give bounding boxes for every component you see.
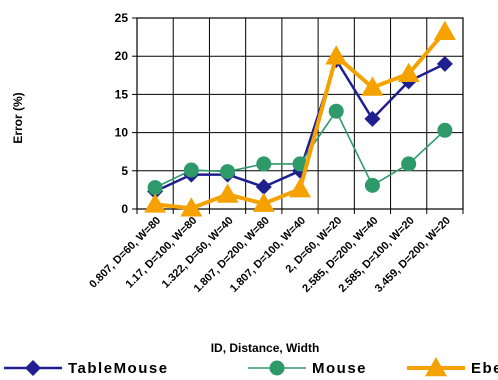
y-axis-ticks: 0 5 10 15 20 25 [115, 11, 137, 216]
legend-label-mouse: Mouse [312, 360, 367, 377]
y-tick-label: 15 [115, 87, 129, 101]
data-point-mouse [437, 122, 453, 138]
legend-item-mouse: Mouse [248, 360, 367, 377]
series-layer [144, 20, 456, 217]
legend-label-ebeam: Ebeam [471, 360, 498, 377]
data-point-ebeam [289, 178, 311, 198]
data-point-mouse [364, 177, 380, 193]
legend: TableMouse Mouse Ebeam [4, 357, 498, 377]
plot-frame [136, 17, 464, 210]
data-point-mouse [220, 164, 236, 180]
data-point-ebeam [397, 62, 420, 83]
data-point-mouse [183, 162, 199, 178]
data-point-mouse [147, 180, 163, 196]
data-point-tablemouse [436, 55, 453, 72]
legend-marker-ebeam [425, 357, 447, 377]
x-axis-ticks: 0.807, D=60, W=801.17, D=100, W=801.322,… [87, 209, 464, 295]
data-point-ebeam [216, 183, 239, 203]
data-point-ebeam [144, 193, 167, 213]
legend-marker-tablemouse [25, 360, 41, 376]
y-tick-label: 25 [115, 11, 129, 25]
x-axis-label: ID, Distance, Width [211, 341, 320, 355]
legend-label-tablemouse: TableMouse [68, 360, 169, 377]
y-tick-label: 10 [115, 126, 129, 140]
data-point-ebeam [361, 76, 384, 96]
data-point-tablemouse [255, 178, 272, 195]
y-tick-label: 20 [115, 49, 129, 63]
y-tick-label: 0 [121, 202, 128, 216]
data-point-ebeam [180, 197, 203, 217]
data-point-ebeam [252, 192, 275, 212]
data-point-tablemouse [364, 110, 381, 127]
series-mouse [147, 103, 453, 196]
series-ebeam [144, 20, 456, 217]
data-point-mouse [328, 103, 344, 119]
legend-marker-mouse [269, 360, 285, 376]
data-point-mouse [256, 156, 272, 172]
data-point-ebeam [325, 45, 348, 65]
y-tick-label: 5 [121, 164, 128, 178]
y-axis-label: Error (%) [11, 92, 25, 143]
legend-item-ebeam: Ebeam [407, 357, 498, 377]
plot-border [136, 17, 464, 210]
legend-item-tablemouse: TableMouse [4, 360, 169, 377]
data-point-ebeam [433, 20, 456, 41]
data-point-mouse [401, 156, 417, 172]
data-point-mouse [292, 156, 308, 172]
